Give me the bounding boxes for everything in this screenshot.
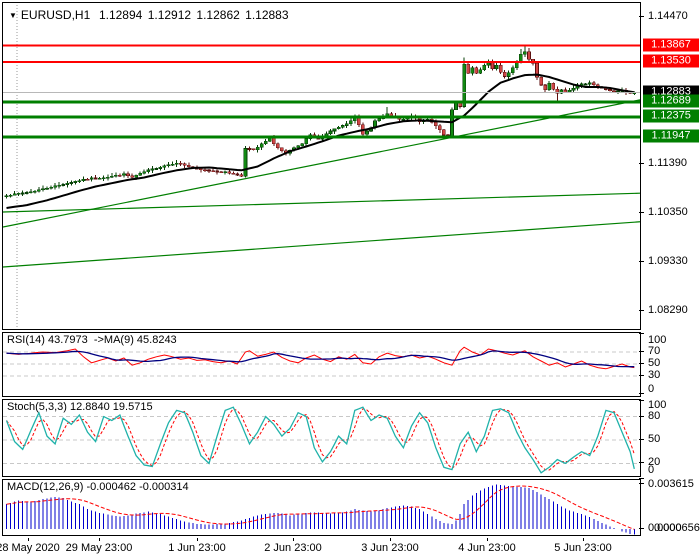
rsi-line — [6, 346, 635, 370]
indicator-axis-tick — [639, 400, 644, 401]
indicator-axis-label: 0.003615 — [648, 478, 694, 490]
rsi-label: RSI(14) 43.7973 ->MA(9) 45.8243 — [7, 334, 177, 346]
price-badge: 1.12689 — [643, 94, 699, 108]
indicator-axis-label: 70 — [648, 345, 661, 357]
rsi-ma-line — [6, 350, 635, 368]
ohlc-low: 1.12862 — [196, 8, 240, 22]
indicator-axis-tick — [639, 333, 644, 334]
stochastic-chart[interactable] — [3, 400, 640, 476]
trendline-1[interactable] — [3, 99, 640, 228]
rsi-panel[interactable]: RSI(14) 43.7973 ->MA(9) 45.8243 — [2, 332, 641, 397]
stochastic-panel[interactable]: Stoch(5,3,3) 12.8840 19.5715 — [2, 399, 641, 477]
macd-panel[interactable]: MACD(12,26,9) -0.000462 -0.000314 — [2, 479, 641, 536]
ohlc-close: 1.12883 — [245, 8, 289, 22]
price-axis-tick — [639, 212, 644, 213]
time-axis-label: 28 May 2020 — [0, 542, 60, 554]
moving-average-line[interactable] — [6, 73, 635, 209]
indicator-axis-label: 30 — [648, 369, 661, 381]
indicator-axis-tick — [639, 416, 644, 417]
price-axis-label: 1.14470 — [648, 10, 688, 22]
indicator-axis-label: 0 — [648, 464, 655, 476]
rsi-chart[interactable] — [3, 333, 640, 396]
indicator-axis-tick — [639, 363, 644, 364]
stochastic-main-line — [5, 406, 635, 474]
price-badge: 1.13867 — [643, 38, 699, 52]
indicator-axis-label: 100 — [648, 334, 667, 346]
ohlc-open: 1.12894 — [98, 8, 143, 22]
time-axis-tick — [583, 538, 584, 541]
stochastic-signal-line — [6, 408, 635, 471]
time-axis-label: 2 Jun 23:00 — [264, 542, 322, 554]
time-axis[interactable]: 28 May 2020 29 May 23:00 1 Jun 23:00 2 Jun … — [0, 538, 700, 560]
time-axis-label: 4 Jun 23:00 — [458, 542, 516, 554]
macd-signal-line — [6, 485, 635, 530]
ohlc-high: 1.12912 — [147, 8, 192, 22]
indicator-axis-tick — [639, 375, 644, 376]
stochastic-label: Stoch(5,3,3) 12.8840 19.5715 — [7, 401, 153, 413]
macd-histogram — [6, 484, 635, 535]
candlestick-chart[interactable] — [3, 3, 640, 329]
indicator-axis-label: 50 — [648, 433, 661, 445]
time-axis-tick — [28, 538, 29, 541]
indicator-axis-tick — [639, 528, 644, 529]
price-axis-tick — [639, 261, 644, 262]
time-axis-tick — [99, 538, 100, 541]
indicator-axis-label: 50 — [648, 357, 661, 369]
indicator-axis-tick — [639, 439, 644, 440]
indicator-axis-label: 0 — [648, 383, 655, 395]
price-axis-tick — [639, 310, 644, 311]
time-axis-label: 5 Jun 23:00 — [554, 542, 612, 554]
indicator-axis-tick — [639, 462, 644, 463]
macd-chart[interactable] — [3, 480, 640, 535]
indicator-axis-label: 80 — [648, 409, 661, 422]
indicator-axis-tick — [639, 351, 644, 352]
price-badge: 1.13530 — [643, 54, 699, 68]
price-axis-label: 1.10350 — [648, 206, 688, 219]
indicator-axis-tick — [639, 478, 644, 479]
trendline-2[interactable] — [3, 192, 640, 213]
price-axis-tick — [639, 16, 644, 17]
indicator-axis-tick — [639, 483, 644, 484]
price-axis-label: 1.08290 — [648, 304, 688, 317]
time-axis-label: 1 Jun 23:00 — [168, 542, 226, 554]
indicator-axis-label: 100 — [648, 399, 667, 411]
chart-header: ▼ EURUSD,H1 1.12894 1.12912 1.12862 1.128… — [9, 8, 291, 22]
price-axis-label: 1.11390 — [648, 156, 687, 169]
price-axis[interactable]: 1.14470 1.11390 1.10350 1.09330 1.08290 1.138… — [639, 0, 700, 560]
time-axis-label: 3 Jun 23:00 — [361, 542, 419, 554]
macd-label: MACD(12,26,9) -0.000462 -0.000314 — [7, 481, 189, 493]
indicator-axis-tick — [639, 393, 644, 394]
indicator-axis-label: 0.0000 — [648, 522, 682, 534]
time-axis-tick — [293, 538, 294, 541]
symbol-label: EURUSD,H1 — [20, 8, 91, 22]
time-axis-tick — [487, 538, 488, 541]
indicator-axis-label: 0.000656 — [654, 522, 700, 534]
indicator-axis-label: 20 — [648, 456, 661, 469]
price-badge: 1.12375 — [643, 109, 699, 123]
trendline-3[interactable] — [3, 221, 640, 268]
time-axis-tick — [197, 538, 198, 541]
time-axis-tick — [390, 538, 391, 541]
symbol-dropdown-arrow[interactable]: ▼ — [9, 11, 17, 20]
price-badge: 1.11947 — [643, 129, 699, 143]
candlestick-series[interactable] — [4, 46, 637, 199]
time-axis-label: 29 May 23:00 — [65, 542, 133, 554]
price-axis-label: 1.09330 — [648, 254, 688, 267]
price-axis-tick — [639, 163, 644, 164]
main-chart-panel[interactable]: ▼ EURUSD,H1 1.12894 1.12912 1.12862 1.128… — [2, 2, 641, 330]
